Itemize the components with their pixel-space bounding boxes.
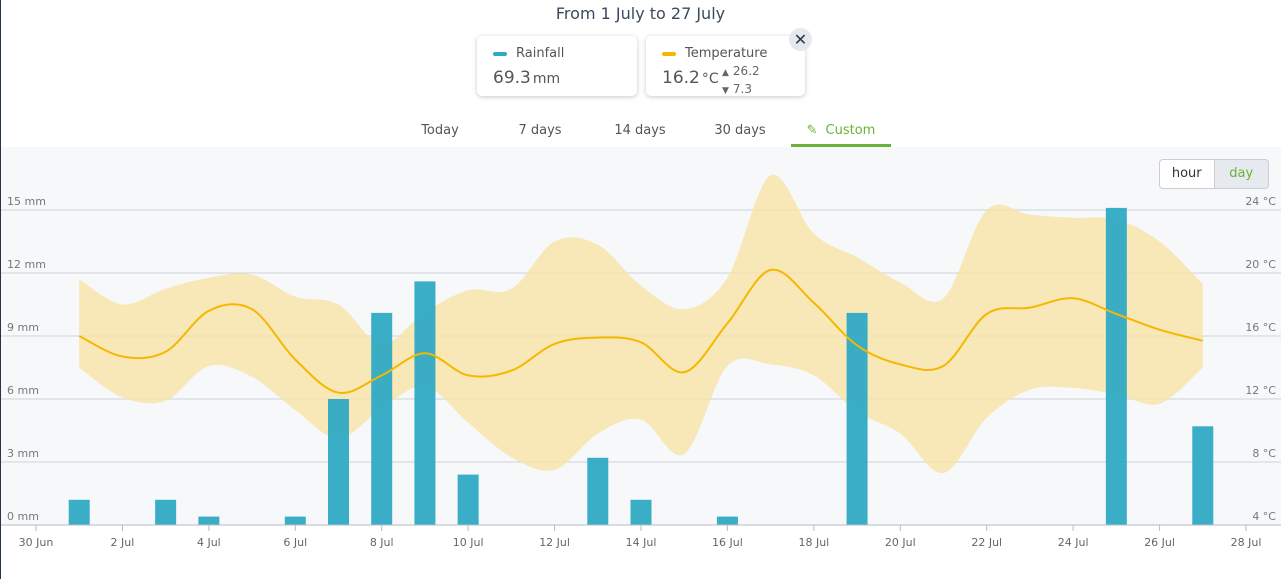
rainfall-bar [457,474,479,525]
rainfall-bar [716,516,738,525]
y-left-tick-label: 9 mm [7,321,39,334]
pencil-icon: ✎ [806,123,818,138]
temperature-summary-card: Temperature 16.2 °C ▲ 26.2 ▼ 7.3 [646,36,805,96]
x-tick-label: 28 Jul [1231,536,1262,549]
y-right-tick-label: 8 °C [1252,447,1276,460]
y-right-tick-label: 16 °C [1245,321,1276,334]
rainfall-total: 69.3 mm [493,68,560,88]
y-left-tick-label: 15 mm [7,195,46,208]
x-tick-label: 2 Jul [111,536,135,549]
page-title: From 1 July to 27 July [555,4,726,23]
temperature-swatch-icon [662,51,676,56]
rainfall-bars [68,207,1214,525]
rainfall-unit: mm [532,71,561,87]
temperature-line-group [78,268,1204,394]
x-tick-label: 12 Jul [539,536,570,549]
x-tick-label: 26 Jul [1144,536,1175,549]
rainfall-bar [587,457,609,525]
rainfall-summary-card: Rainfall 69.3 mm [477,36,637,96]
rainfall-bar [284,516,306,525]
rainfall-bar [328,399,349,525]
tab-today[interactable]: Today [421,123,459,138]
tab-30-days[interactable]: 30 days [714,123,766,138]
temperature-range-area [79,174,1203,474]
x-tick-label: 16 Jul [712,536,743,549]
tab-custom-label: Custom [825,123,876,138]
rainfall-bar [630,499,652,525]
y-left-tick-label: 6 mm [7,384,39,397]
temperature-average: 16.2 °C [662,68,719,88]
chart-axes: 0 mm 3 mm 6 mm 9 mm 12 mm 15 mm 4 °C 8 °C 12 °C 1… [1,195,1281,549]
rainfall-bar [198,516,220,525]
temperature-value: 16.2 [662,68,700,88]
x-tick-label: 18 Jul [798,536,829,549]
temperature-unit: °C [701,71,719,87]
rainfall-bar [846,312,868,525]
rainfall-label: Rainfall [516,46,565,61]
temperature-line [78,268,1204,394]
arrow-up-icon: ▲ [722,68,729,78]
y-left-tick-label: 3 mm [7,447,39,460]
x-tick-label: 6 Jul [283,536,307,549]
x-tick-label: 30 Jun [19,536,54,549]
rainfall-legend: Rainfall [493,46,564,61]
y-right-tick-label: 20 °C [1245,258,1276,271]
rainfall-bar [371,312,393,525]
y-left-tick-label: 12 mm [7,258,46,271]
period-tabs: Today 7 days 14 days 30 days ✎ Custom [0,116,1281,148]
temperature-range: ▲ 26.2 ▼ 7.3 [722,63,760,99]
tab-custom[interactable]: ✎ Custom [791,116,891,147]
x-tick-label: 20 Jul [885,536,916,549]
y-right-tick-label: 24 °C [1245,195,1276,208]
x-tick-label: 22 Jul [971,536,1002,549]
close-icon[interactable]: ✕ [789,28,812,51]
window-edge [0,0,1,579]
tab-7-days[interactable]: 7 days [518,123,562,138]
arrow-down-icon: ▼ [722,86,729,96]
x-tick-label: 10 Jul [453,536,484,549]
day-button[interactable]: day [1214,160,1268,188]
rainfall-bar [1192,426,1214,525]
y-right-tick-label: 12 °C [1245,384,1276,397]
x-tick-label: 8 Jul [370,536,394,549]
y-right-tick-label: 4 °C [1252,510,1276,523]
rainfall-bar [1105,207,1127,525]
rainfall-value: 69.3 [493,68,531,88]
temperature-min-value: 7.3 [732,82,753,96]
temperature-max-value: 26.2 [732,64,760,78]
hour-button[interactable]: hour [1160,160,1215,188]
temperature-min-row: ▼ 7.3 [722,81,760,99]
tab-14-days[interactable]: 14 days [614,123,666,138]
resolution-toggle: hour day [1159,159,1269,189]
rainfall-bar [155,499,177,525]
temperature-label: Temperature [685,46,768,61]
rainfall-bar [68,499,90,525]
x-tick-label: 24 Jul [1058,536,1089,549]
y-left-tick-label: 0 mm [7,510,39,523]
temperature-max-row: ▲ 26.2 [722,63,760,81]
temperature-range-band [79,174,1203,474]
rainfall-swatch-icon [493,51,507,56]
temperature-legend: Temperature [662,46,767,61]
rainfall-bar [414,281,436,525]
x-tick-label: 14 Jul [626,536,657,549]
x-tick-label: 4 Jul [197,536,221,549]
